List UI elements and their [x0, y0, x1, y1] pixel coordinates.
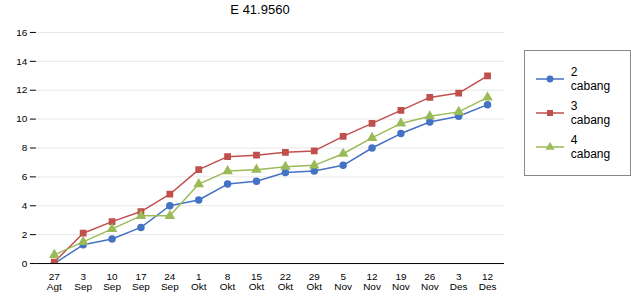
- svg-text:12Des: 12Des: [479, 271, 497, 292]
- svg-text:15Okt: 15Okt: [249, 271, 265, 292]
- svg-text:6: 6: [22, 171, 28, 182]
- svg-text:26Nov: 26Nov: [421, 271, 439, 292]
- svg-text:1Okt: 1Okt: [191, 271, 207, 292]
- svg-text:3Sep: 3Sep: [74, 271, 92, 292]
- html-text:2 cabang: 2 cabang: [570, 65, 611, 93]
- svg-text:10Sep: 10Sep: [103, 271, 121, 292]
- svg-text:17Sep: 17Sep: [132, 271, 150, 292]
- svg-text:29Okt: 29Okt: [307, 271, 323, 292]
- svg-text:19Nov: 19Nov: [392, 271, 410, 292]
- svg-text:3Des: 3Des: [450, 271, 468, 292]
- html-text:3 cabang: 3 cabang: [570, 99, 611, 127]
- svg-text:5Nov: 5Nov: [334, 271, 352, 292]
- svg-text:24Sep: 24Sep: [161, 271, 179, 292]
- svg-text:27Agt: 27Agt: [47, 271, 62, 292]
- html-text:4 cabang: 4 cabang: [570, 133, 611, 161]
- svg-text:16: 16: [16, 27, 28, 38]
- svg-text:8: 8: [22, 142, 28, 153]
- svg-text:2: 2: [22, 229, 28, 240]
- html-text:E 41.9560: E 41.9560: [230, 2, 290, 17]
- svg-text:4: 4: [22, 200, 28, 211]
- svg-text:14: 14: [16, 56, 28, 67]
- svg-text:12: 12: [16, 84, 28, 95]
- svg-text:22Okt: 22Okt: [278, 271, 294, 292]
- svg-text:10: 10: [16, 113, 28, 124]
- svg-text:8Okt: 8Okt: [220, 271, 236, 292]
- svg-text:12Nov: 12Nov: [363, 271, 381, 292]
- svg-text:0: 0: [22, 258, 28, 269]
